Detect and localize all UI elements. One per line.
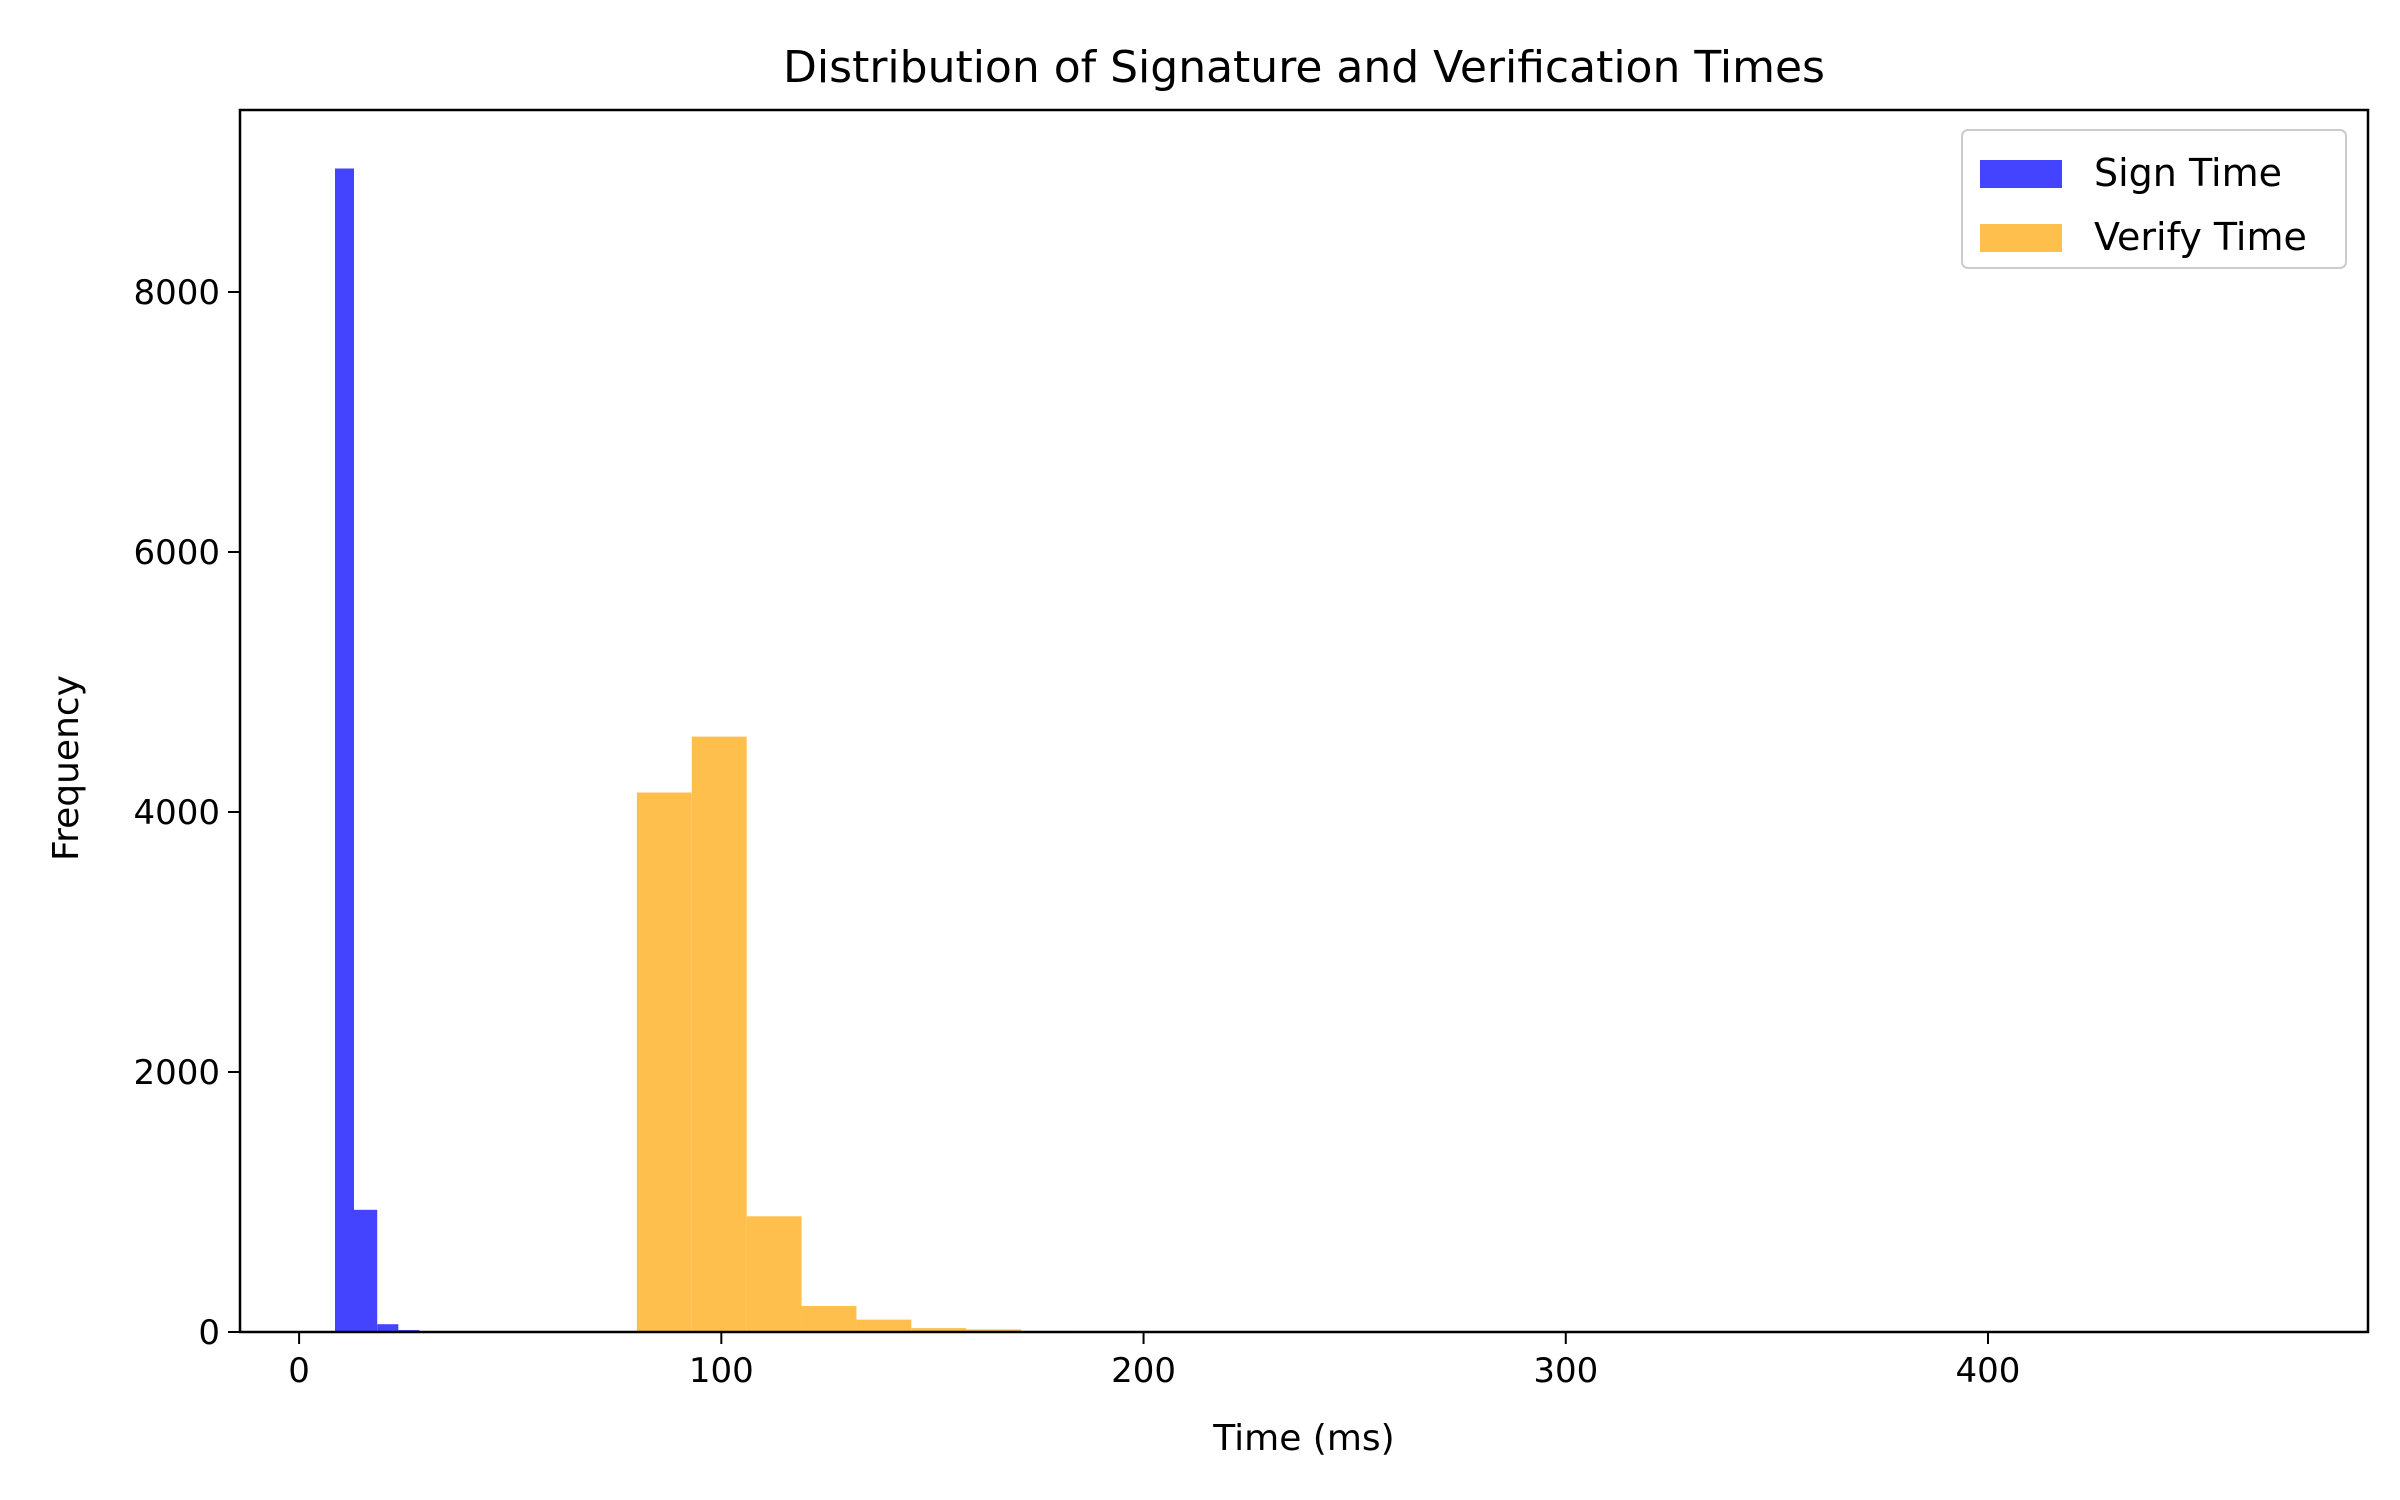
bar-verify-time-6 bbox=[966, 1329, 1022, 1332]
legend-label-sign-time: Sign Time bbox=[2094, 151, 2282, 195]
y-tick-label: 6000 bbox=[133, 533, 220, 573]
x-tick-label: 100 bbox=[689, 1351, 754, 1391]
x-tick-label: 200 bbox=[1111, 1351, 1176, 1391]
y-tick-label: 2000 bbox=[133, 1053, 220, 1093]
bar-verify-time-3 bbox=[801, 1306, 857, 1332]
x-tick-label: 300 bbox=[1533, 1351, 1598, 1391]
x-tick-label: 0 bbox=[288, 1351, 310, 1391]
x-axis-label: Time (ms) bbox=[1212, 1418, 1394, 1459]
bar-verify-time-5 bbox=[911, 1328, 967, 1332]
y-axis: 0 2000 4000 6000 8000 bbox=[133, 273, 240, 1353]
legend-swatch-sign-time bbox=[1980, 160, 2062, 188]
y-axis-label: Frequency bbox=[46, 675, 87, 861]
bar-verify-time-1 bbox=[691, 736, 747, 1332]
legend: Sign Time Verify Time bbox=[1961, 129, 2347, 269]
series-verify-time bbox=[636, 736, 1076, 1332]
bar-sign-time-2 bbox=[377, 1324, 399, 1332]
legend-swatch-verify-time bbox=[1980, 224, 2062, 252]
x-axis: 0 100 200 300 400 bbox=[288, 1332, 2020, 1391]
bar-sign-time-1 bbox=[354, 1209, 378, 1332]
chart-title: Distribution of Signature and Verificati… bbox=[783, 42, 1825, 93]
y-tick-label: 8000 bbox=[133, 273, 220, 313]
bars-layer bbox=[335, 168, 1076, 1332]
plot-frame bbox=[238, 108, 2370, 1334]
y-tick-label: 4000 bbox=[133, 793, 220, 833]
bar-verify-time-2 bbox=[746, 1216, 802, 1332]
y-tick-label: 0 bbox=[198, 1313, 220, 1353]
legend-label-verify-time: Verify Time bbox=[2094, 215, 2307, 259]
series-sign-time bbox=[335, 168, 441, 1332]
x-tick-label: 400 bbox=[1956, 1351, 2021, 1391]
bar-verify-time-4 bbox=[856, 1319, 912, 1332]
bar-sign-time-0 bbox=[335, 168, 354, 1332]
bar-verify-time-0 bbox=[636, 792, 692, 1332]
